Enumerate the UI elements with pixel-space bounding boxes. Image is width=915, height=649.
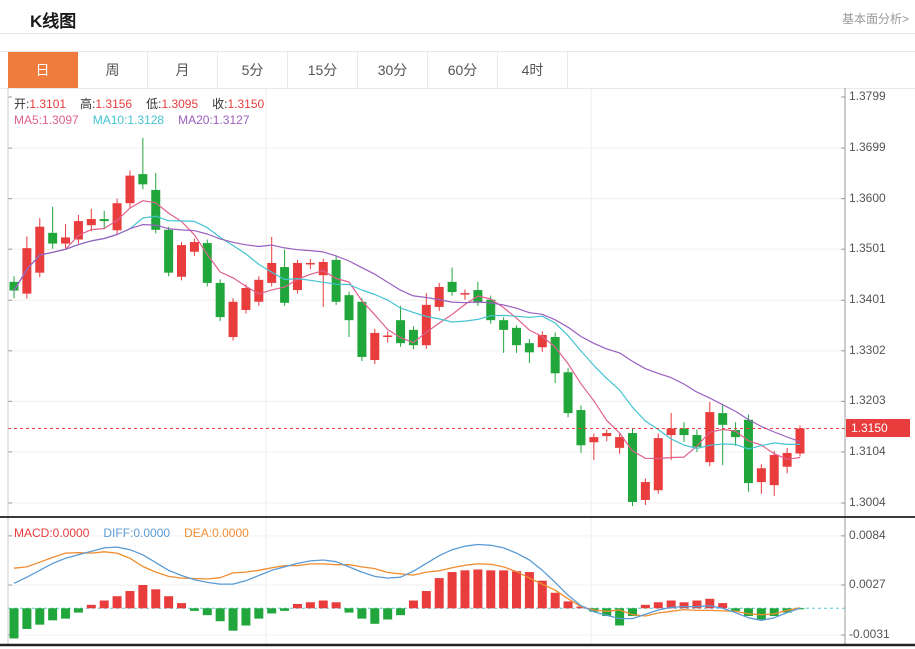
axis-tick-label: 1.3799 (849, 89, 886, 103)
legend-value: 0.0000 (212, 526, 249, 540)
legend-value: 1.3150 (227, 97, 265, 111)
macd-legend: MACD:0.0000 DIFF:0.0000 DEA:0.0000 (14, 526, 263, 540)
legend-value: 1.3127 (212, 113, 250, 127)
legend-label: DIFF: (103, 526, 134, 540)
legend-value: 1.3097 (42, 113, 79, 127)
kline-chart-canvas[interactable] (0, 84, 915, 649)
axis-tick-label: 0.0027 (849, 577, 886, 591)
header-divider (0, 33, 915, 34)
tab-4时[interactable]: 4时 (498, 52, 568, 88)
legend-value: 0.0000 (133, 526, 171, 540)
axis-tick-label: 1.3600 (849, 190, 886, 205)
tab-5分[interactable]: 5分 (218, 52, 288, 88)
page-title: K线图 (30, 12, 77, 31)
axis-tick-label: 1.3302 (849, 342, 886, 357)
axis-tick-label: 1.3004 (849, 495, 886, 509)
legend-label: 低: (146, 97, 162, 111)
tab-15分[interactable]: 15分 (288, 52, 358, 88)
legend-label: MA10: (92, 113, 128, 127)
tab-月[interactable]: 月 (148, 52, 218, 88)
legend-value: 1.3128 (127, 113, 165, 127)
legend-value: 0.0000 (52, 526, 90, 540)
fundamental-analysis-link[interactable]: 基本面分析> (841, 12, 909, 26)
legend-value: 1.3156 (95, 97, 133, 111)
legend-label: DEA: (184, 526, 213, 540)
axis-tick-label: 0.0084 (849, 527, 886, 542)
axis-tick-label: 1.3203 (849, 393, 886, 408)
legend-value: 1.3101 (29, 97, 67, 111)
axis-tick-label: -0.0031 (849, 627, 890, 641)
ma-legend: MA5:1.3097 MA10:1.3128 MA20:1.3127 (14, 113, 264, 127)
axis-tick-label: 1.3699 (849, 140, 886, 155)
legend-label: MA20: (178, 113, 213, 127)
tab-60分[interactable]: 60分 (428, 52, 498, 88)
tab-30分[interactable]: 30分 (358, 52, 428, 88)
legend-label: 收: (212, 97, 228, 111)
legend-value: 1.3095 (161, 97, 199, 111)
legend-label: MA5: (14, 113, 43, 127)
legend-label: 高: (80, 97, 96, 111)
axis-tick-label: 1.3401 (849, 292, 886, 307)
interval-tabbar: 日周月 5分 15分 30分 60分 4时 (0, 51, 915, 89)
axis-tick-label: 1.3104 (849, 443, 886, 458)
tab-周[interactable]: 周 (78, 52, 148, 88)
legend-label: MACD: (14, 526, 53, 540)
legend-label: 开: (14, 97, 30, 111)
tab-日[interactable]: 日 (8, 52, 78, 88)
current-price-badge: 1.3150 (846, 419, 910, 438)
ohlc-legend: 开:1.3101 高:1.3156 低:1.3095 收:1.3150 (14, 95, 278, 112)
axis-tick-label: 1.3501 (849, 241, 886, 256)
